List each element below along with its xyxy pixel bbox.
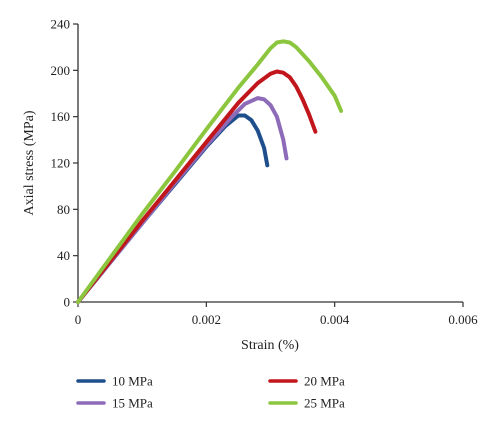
y-tick-label: 0 — [64, 295, 71, 310]
series-line-20-mpa — [76, 69, 318, 304]
legend: 10 MPa 20 MPa 15 MPa 25 MPa — [76, 374, 345, 411]
y-tick-label: 160 — [51, 109, 71, 124]
x-axis-label: Strain (%) — [241, 338, 299, 353]
y-tick-label: 80 — [57, 202, 70, 217]
y-axis-label: Axial stress (MPa) — [22, 110, 37, 215]
series-line-10-mpa — [76, 113, 270, 304]
y-tick-label: 200 — [51, 63, 71, 78]
legend-label-10-mpa: 10 MPa — [112, 374, 153, 389]
y-ticks: 0 40 80 120 160 200 240 — [51, 17, 78, 310]
x-tick-label: 0.002 — [192, 312, 221, 327]
x-tick-label: 0.006 — [448, 312, 478, 327]
series-lines — [76, 39, 344, 304]
legend-label-25-mpa: 25 MPa — [304, 396, 345, 411]
y-tick-label: 120 — [51, 156, 71, 171]
y-tick-label: 40 — [57, 248, 70, 263]
series-line-25-mpa — [76, 39, 344, 304]
plot-area: 0 40 80 120 160 200 240 0 0.002 0.004 0.006 — [51, 17, 479, 328]
x-ticks: 0 0.002 0.004 0.006 — [75, 302, 478, 327]
legend-label-20-mpa: 20 MPa — [304, 374, 345, 389]
x-tick-label: 0 — [75, 312, 82, 327]
y-tick-label: 240 — [51, 17, 71, 32]
x-tick-label: 0.004 — [320, 312, 350, 327]
legend-label-15-mpa: 15 MPa — [112, 396, 153, 411]
